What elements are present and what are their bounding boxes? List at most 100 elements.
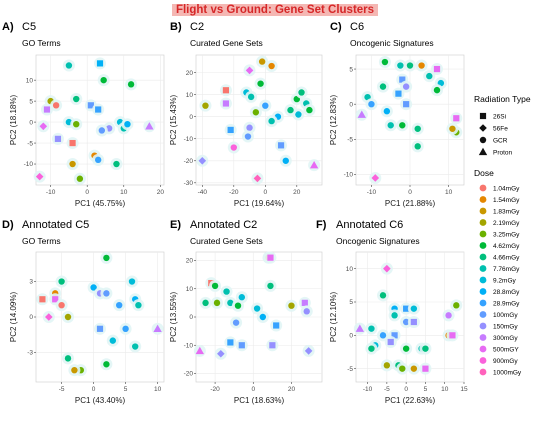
y-tick-label: -3 [27,350,33,357]
figure-title-text: Flight vs Ground: Gene Set Clusters [171,4,379,16]
data-point [227,339,234,346]
y-axis-label: PC2 (13.55%) [169,292,178,343]
y-tick-label: 5 [349,299,353,306]
data-point [35,172,44,181]
data-point [368,345,375,352]
legend-dose-title: Dose [474,168,494,178]
data-point [58,278,65,285]
x-tick-label: -10 [367,189,377,196]
data-point [127,81,135,88]
legend-dose-label: 1.54mGy [493,197,520,204]
data-point [45,313,53,321]
legend-doses: 1.04mGy 1.54mGy 1.83mGy 2.19mGy 3.25mGy 4.62m… [479,184,522,376]
panel-subtitle: Oncogenic Signatures [350,38,434,48]
data-point [306,106,313,114]
legend-dose-swatch [479,253,487,261]
data-point [383,108,391,115]
data-point [96,325,104,332]
legend: Radiation Type 26Si 56Fe GCR Proton Dose 1.… [474,94,531,376]
data-point [98,127,106,134]
data-point [195,346,205,355]
data-point [379,292,387,299]
data-point [269,342,276,349]
data-point [418,62,425,69]
legend-dose-swatch [479,368,487,376]
legend-shape-title: Radiation Type [474,94,531,104]
data-point [410,305,418,312]
x-tick-label: 20 [288,386,296,393]
data-point [355,324,365,332]
legend-dose-swatch [479,334,487,341]
y-tick-label: 20 [186,258,194,265]
data-point [402,318,410,326]
panel-c: C) C6 Oncogenic Signatures -10 0 10 -10 -5 0 5 PC1… [329,21,465,208]
x-tick-label: 5 [124,386,128,393]
data-point [453,302,460,309]
data-point [422,365,429,372]
legend-dose-label: 100mGy [493,312,518,319]
legend-shapes: 26Si 56Fe GCR Proton [478,112,513,157]
y-tick-label: -20 [184,371,194,378]
data-point [244,133,252,140]
panel-letter: C) [330,21,342,33]
legend-shape-label: Proton [493,150,513,157]
data-point [273,322,280,329]
legend-dose-swatch [479,219,487,226]
panels: A) C5 GO Terms -10 0 10 20 -10 -5 0 5 10 PC1 (45.75%… [2,21,468,405]
x-axis-label: PC1 (43.40%) [75,396,126,405]
legend-dose-label: 4.66mGy [493,254,520,261]
y-tick-label: -30 [184,180,194,187]
legend-dose-label: 900mGy [493,358,518,365]
x-tick-label: -10 [363,386,373,393]
data-point [391,332,398,339]
y-tick-label: 10 [346,266,354,273]
data-point [383,264,391,273]
y-tick-label: -5 [347,366,353,373]
data-point [379,83,387,90]
panel-a: A) C5 GO Terms -10 0 10 20 -10 -5 0 5 10 PC1 (45.75%… [2,21,164,208]
y-tick-label: 5 [29,98,33,105]
data-point [399,365,406,372]
data-point [357,110,366,118]
y-tick-label: -5 [347,137,353,144]
data-point [267,282,274,290]
data-point [304,347,313,355]
panel-name: C6 [350,21,364,33]
x-tick-label: 0 [408,189,412,196]
x-tick-label: 20 [293,189,301,196]
data-point [414,125,421,132]
data-point [39,296,46,303]
data-points [196,55,321,185]
x-tick-label: 0 [404,386,408,393]
data-point [410,365,418,372]
x-axis-label: PC1 (21.88%) [385,199,436,208]
data-point [397,62,404,69]
panel-f: F) Annotated C6 Oncogenic Signatures -10 -5 0… [316,219,468,405]
data-point [287,106,294,114]
data-point [58,301,65,309]
legend-shape-56fe [479,124,487,132]
data-point [238,294,246,301]
legend-dose-swatch [479,242,487,249]
y-tick-label: -10 [344,172,354,179]
x-tick-label: 5 [424,386,428,393]
y-tick-label: 0 [189,314,193,321]
data-point [227,299,234,307]
data-point [268,62,275,70]
data-point [64,313,72,321]
legend-dose-label: 1.04mGy [493,185,520,192]
data-point [135,301,142,309]
data-point [387,338,394,346]
data-point [391,312,398,319]
legend-dose-label: 9.2mGy [493,277,517,284]
legend-shape-26si [479,112,487,120]
data-point [277,142,285,149]
panel-subtitle: Curated Gene Sets [190,38,263,48]
data-point [288,302,295,309]
y-tick-label: 10 [26,77,34,84]
legend-dose-swatch [479,357,487,364]
panel-subtitle: Curated Gene Sets [190,236,263,246]
data-point [39,122,48,131]
y-tick-label: -10 [184,342,194,349]
panel-name: Annotated C6 [336,219,403,231]
